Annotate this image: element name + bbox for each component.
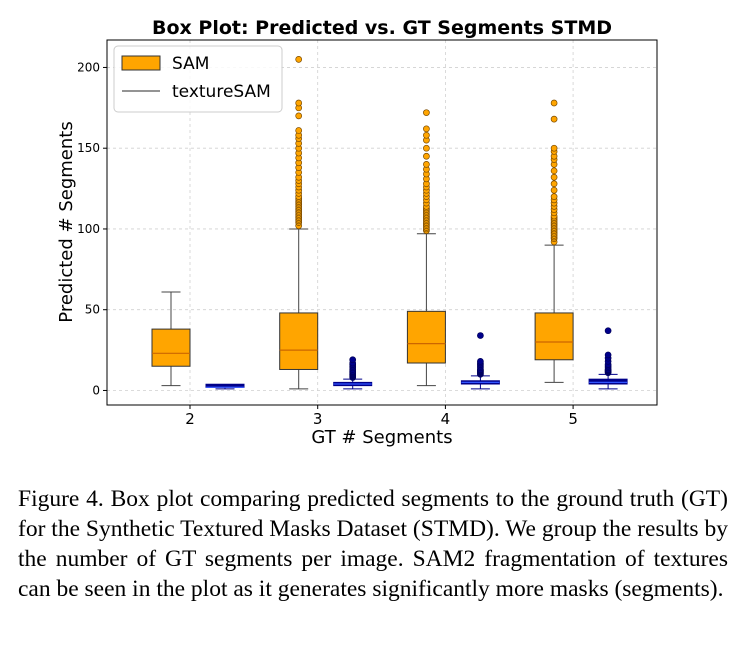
- x-tick-label: 3: [313, 410, 323, 428]
- sam-box: [279, 312, 319, 370]
- legend-swatch-sam: [121, 55, 161, 71]
- sam-outlier: [550, 115, 558, 123]
- sam-outlier: [550, 186, 558, 194]
- x-axis-label: GT # Segments: [311, 427, 452, 448]
- sam-outlier: [295, 99, 303, 107]
- sam-outlier: [550, 193, 558, 201]
- x-tick-label: 5: [568, 410, 578, 428]
- sam-outlier: [423, 125, 430, 133]
- x-tick-label: 2: [185, 410, 195, 428]
- sam-outlier: [423, 109, 430, 117]
- x-tick-label: 4: [441, 410, 451, 428]
- y-tick-label: 150: [77, 141, 100, 155]
- sam-outlier: [423, 152, 430, 160]
- box-plot-chart: Box Plot: Predicted vs. GT Segments STMD…: [56, 17, 658, 448]
- sam-box: [151, 328, 191, 367]
- sam-outlier: [423, 161, 430, 168]
- chart-title: Box Plot: Predicted vs. GT Segments STMD: [152, 17, 612, 39]
- y-tick-label: 0: [92, 383, 100, 397]
- sam-outlier: [295, 56, 303, 63]
- sam-box: [406, 310, 446, 364]
- texturesam-outlier: [477, 332, 484, 339]
- x-axis-ticks: 2 3 4 5: [185, 405, 578, 428]
- figure-caption: Figure 4. Box plot comparing predicted s…: [18, 486, 728, 602]
- texturesam-box: [588, 378, 628, 385]
- sam-outlier: [423, 131, 430, 139]
- sam-outlier: [550, 180, 558, 188]
- texturesam-outlier: [477, 358, 484, 365]
- sam-outlier: [550, 99, 558, 107]
- sam-outlier: [550, 173, 558, 181]
- box-layer: [151, 56, 628, 390]
- legend: SAM textureSAM: [113, 45, 283, 113]
- y-axis-label: Predicted # Segments: [56, 121, 77, 322]
- y-tick-label: 50: [85, 303, 100, 317]
- texturesam-outlier: [604, 327, 612, 335]
- y-tick-label: 100: [77, 222, 100, 236]
- sam-box: [534, 312, 574, 361]
- sam-outlier: [295, 127, 303, 134]
- sam-outlier: [295, 112, 303, 120]
- texturesam-outlier: [349, 356, 357, 364]
- plot-area-frame: [106, 39, 658, 406]
- sam-outlier: [550, 144, 558, 152]
- sam-outlier: [423, 144, 430, 152]
- y-tick-label: 200: [77, 60, 100, 74]
- texturesam-outlier: [604, 351, 612, 359]
- sam-outlier: [550, 167, 558, 175]
- legend-label-sam: SAM: [172, 54, 209, 74]
- legend-label-texturesam: textureSAM: [172, 82, 271, 102]
- y-axis-ticks: 0 50 100 150 200: [77, 60, 107, 397]
- grid-layer: [107, 40, 657, 405]
